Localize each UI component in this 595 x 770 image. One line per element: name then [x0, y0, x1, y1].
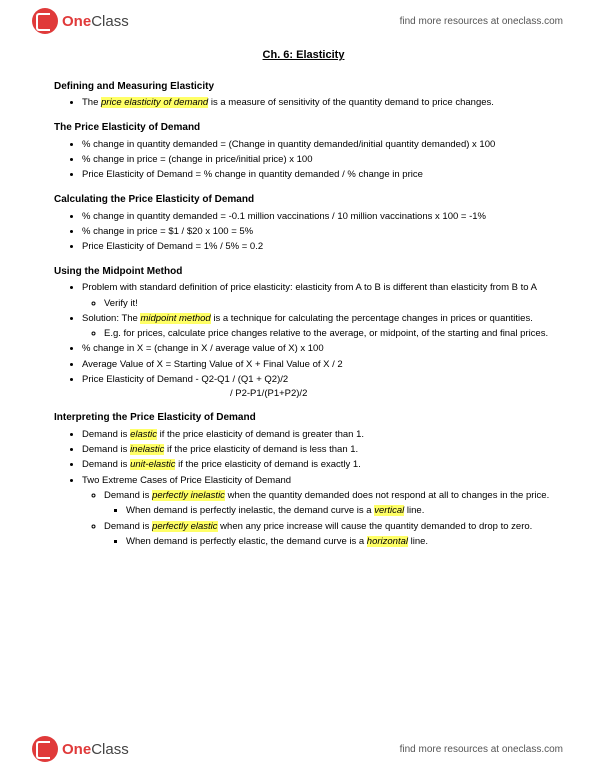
list-item: Price Elasticity of Demand - Q2-Q1 / (Q1…: [82, 373, 553, 401]
page-header: OneClass find more resources at oneclass…: [0, 0, 595, 42]
section-1-title: Defining and Measuring Elasticity: [54, 80, 553, 95]
section-5-title: Interpreting the Price Elasticity of Dem…: [54, 411, 553, 426]
list-item: Problem with standard definition of pric…: [82, 281, 553, 310]
list-item: Verify it!: [104, 297, 553, 311]
list-item: When demand is perfectly elastic, the de…: [126, 535, 553, 549]
list-item: % change in price = $1 / $20 x 100 = 5%: [82, 225, 553, 239]
resources-link-top[interactable]: find more resources at oneclass.com: [400, 16, 563, 27]
brand-logo: OneClass: [32, 8, 129, 34]
term-horizontal: horizontal: [367, 536, 408, 547]
section-2-title: The Price Elasticity of Demand: [54, 121, 553, 136]
section-3-title: Calculating the Price Elasticity of Dema…: [54, 193, 553, 208]
document-body: Ch. 6: Elasticity Defining and Measuring…: [54, 48, 553, 726]
term-elastic: elastic: [130, 429, 157, 440]
term-price-elasticity: price elasticity of demand: [101, 97, 208, 108]
section-3-list: % change in quantity demanded = -0.1 mil…: [54, 210, 553, 254]
list-item: Demand is elastic if the price elasticit…: [82, 428, 553, 442]
section-1-list: The price elasticity of demand is a meas…: [54, 96, 553, 110]
term-perfectly-elastic: perfectly elastic: [152, 521, 217, 532]
list-item: The price elasticity of demand is a meas…: [82, 96, 553, 110]
list-item: Demand is perfectly inelastic when the q…: [104, 489, 553, 518]
list-item: When demand is perfectly inelastic, the …: [126, 504, 553, 518]
section-4-list: Problem with standard definition of pric…: [54, 281, 553, 400]
chapter-title: Ch. 6: Elasticity: [54, 48, 553, 64]
brand-name-footer: OneClass: [62, 741, 129, 758]
formula-line2: / P2-P1/(P1+P2)/2: [82, 387, 553, 401]
list-item: % change in quantity demanded = (Change …: [82, 138, 553, 152]
term-vertical: vertical: [374, 505, 404, 516]
list-item: Two Extreme Cases of Price Elasticity of…: [82, 474, 553, 549]
section-2-list: % change in quantity demanded = (Change …: [54, 138, 553, 182]
term-inelastic: inelastic: [130, 444, 164, 455]
term-perfectly-inelastic: perfectly inelastic: [152, 490, 225, 501]
term-midpoint: midpoint method: [140, 313, 210, 324]
list-item: Solution: The midpoint method is a techn…: [82, 312, 553, 341]
resources-link-bottom[interactable]: find more resources at oneclass.com: [400, 744, 563, 755]
term-unit-elastic: unit-elastic: [130, 459, 175, 470]
brand-name: OneClass: [62, 13, 129, 30]
list-item: % change in X = (change in X / average v…: [82, 342, 553, 356]
list-item: Price Elasticity of Demand = % change in…: [82, 168, 553, 182]
list-item: E.g. for prices, calculate price changes…: [104, 327, 553, 341]
section-4-title: Using the Midpoint Method: [54, 265, 553, 280]
page-footer: OneClass find more resources at oneclass…: [0, 728, 595, 770]
list-item: Demand is perfectly elastic when any pri…: [104, 520, 553, 549]
list-item: Demand is unit-elastic if the price elas…: [82, 458, 553, 472]
list-item: Price Elasticity of Demand = 1% / 5% = 0…: [82, 240, 553, 254]
brand-logo-footer: OneClass: [32, 736, 129, 762]
brand-one: One: [62, 13, 91, 30]
list-item: % change in quantity demanded = -0.1 mil…: [82, 210, 553, 224]
list-item: Average Value of X = Starting Value of X…: [82, 358, 553, 372]
section-5-list: Demand is elastic if the price elasticit…: [54, 428, 553, 549]
brand-class: Class: [91, 13, 129, 30]
list-item: Demand is inelastic if the price elastic…: [82, 443, 553, 457]
logo-icon: [32, 8, 58, 34]
logo-icon: [32, 736, 58, 762]
list-item: % change in price = (change in price/ini…: [82, 153, 553, 167]
